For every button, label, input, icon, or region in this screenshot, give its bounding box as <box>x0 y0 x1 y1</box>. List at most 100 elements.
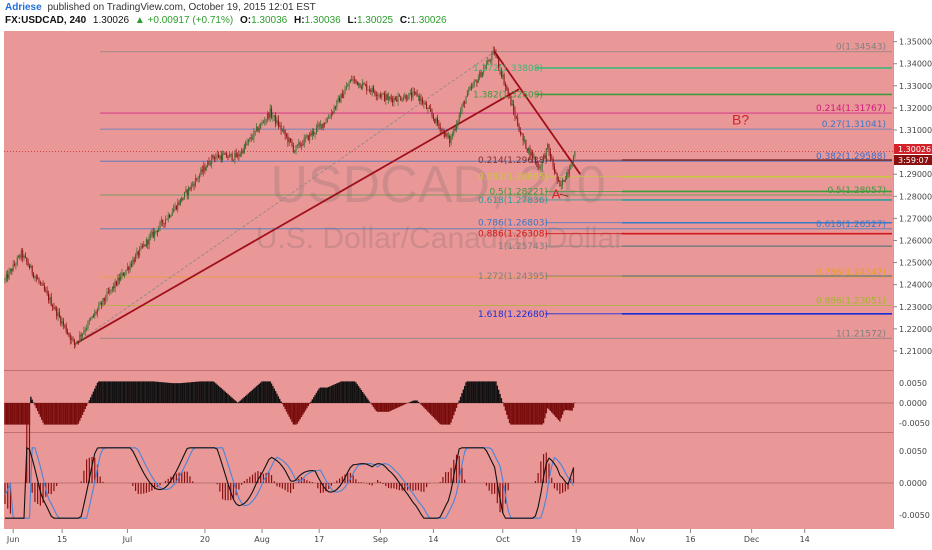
osc1-bar <box>481 381 484 403</box>
osc1-bar <box>65 403 67 425</box>
author-name[interactable]: Adriese <box>5 2 42 13</box>
osc1-bar <box>537 403 539 425</box>
osc1-bar <box>348 381 350 403</box>
osc2-bar <box>545 452 547 483</box>
osc1-bar <box>461 393 463 403</box>
osc1-bar <box>506 403 508 415</box>
candle-body <box>290 138 292 142</box>
time-axis[interactable] <box>4 529 893 550</box>
osc2-bar <box>496 483 498 504</box>
candle-body <box>136 251 138 255</box>
osc1-bar <box>371 403 373 406</box>
candle-body <box>386 94 388 100</box>
candle-body <box>555 171 557 173</box>
osc1-bar <box>338 382 341 403</box>
osc1-bar <box>459 396 462 403</box>
osc1-bar <box>427 403 429 412</box>
osc2-bar <box>86 459 88 483</box>
candle-body <box>320 123 322 125</box>
candle-body <box>431 111 433 116</box>
candle-body <box>204 166 206 171</box>
candle-body <box>572 156 574 165</box>
candle-body <box>296 144 298 146</box>
price-axis[interactable] <box>893 31 932 529</box>
candle-body <box>568 169 570 174</box>
candle-body <box>528 147 530 151</box>
candle-body <box>477 78 479 83</box>
osc1-bar <box>227 394 229 403</box>
osc1-bar <box>495 381 497 403</box>
osc2-bar <box>232 483 235 500</box>
candle-body <box>510 96 512 106</box>
osc2-bar <box>241 483 243 485</box>
up-arrow-icon: ▲ <box>135 15 145 26</box>
candle-body <box>400 96 402 101</box>
osc1-bar <box>571 403 573 411</box>
osc1-bar <box>361 391 364 403</box>
osc1-bar <box>317 390 319 403</box>
candle-body <box>473 81 475 85</box>
osc1-bar <box>447 403 450 425</box>
osc2-bar <box>377 480 379 483</box>
osc1-bar <box>322 387 324 403</box>
fib-labels: 0(1.34543) 0.214(1.31767) 0.27(1.31041) 0.3… <box>473 43 886 340</box>
candle-body <box>559 180 561 186</box>
osc1-bar <box>311 399 314 403</box>
osc1-bar <box>62 403 65 425</box>
osc1-bar <box>76 403 78 425</box>
osc1-tick-label: 0.0050 <box>899 379 927 388</box>
candle-body <box>379 94 381 97</box>
candle-body <box>201 169 203 172</box>
osc1-bar <box>53 403 55 425</box>
osc1-bar <box>113 381 115 403</box>
osc1-bar <box>280 401 282 403</box>
osc1-bar <box>106 381 108 403</box>
candle-body <box>275 115 277 124</box>
candle-body <box>58 312 60 317</box>
candle-body <box>124 273 126 276</box>
osc1-bar <box>9 403 12 425</box>
osc2-bar <box>415 483 417 491</box>
price-tick-label: 1.28000 <box>899 192 932 201</box>
osc1-bar <box>287 403 289 415</box>
candle-body <box>56 307 58 317</box>
osc1-bar <box>162 382 164 403</box>
osc1-bar <box>35 403 37 409</box>
osc1-bar <box>375 403 377 412</box>
osc1-bar <box>36 403 39 412</box>
osc2-bar <box>192 481 194 483</box>
candle-body <box>11 269 13 272</box>
price-tick-label: 1.27000 <box>899 214 932 223</box>
candle-body <box>141 246 143 247</box>
osc1-bar <box>319 387 322 403</box>
candle-body <box>182 197 184 201</box>
osc1-bar <box>446 403 448 425</box>
candle-body <box>413 91 415 93</box>
osc1-bar <box>266 381 269 403</box>
time-tick-label: 15 <box>57 535 67 544</box>
osc1-bar <box>46 403 48 425</box>
candle-body <box>367 89 369 91</box>
osc2-bar <box>572 467 575 483</box>
candle-body <box>358 83 360 86</box>
osc1-bar <box>198 381 201 403</box>
candle-body <box>241 149 243 155</box>
candle-body <box>503 74 505 85</box>
osc1-bar <box>289 403 292 420</box>
candle-body <box>249 137 251 140</box>
candle-body <box>446 132 448 137</box>
candle-body <box>188 187 190 195</box>
candle-body <box>449 135 451 144</box>
candle-body <box>184 192 186 198</box>
osc2-bar <box>322 483 324 493</box>
osc1-bar <box>491 381 493 403</box>
osc1-bar <box>39 403 42 417</box>
osc2-bar <box>279 483 281 488</box>
candle-body <box>9 269 11 272</box>
osc1-bar <box>332 385 334 403</box>
osc1-bar <box>283 403 285 407</box>
osc1-bar <box>359 388 361 403</box>
candle-body <box>133 259 135 262</box>
osc1-bar <box>345 381 348 403</box>
